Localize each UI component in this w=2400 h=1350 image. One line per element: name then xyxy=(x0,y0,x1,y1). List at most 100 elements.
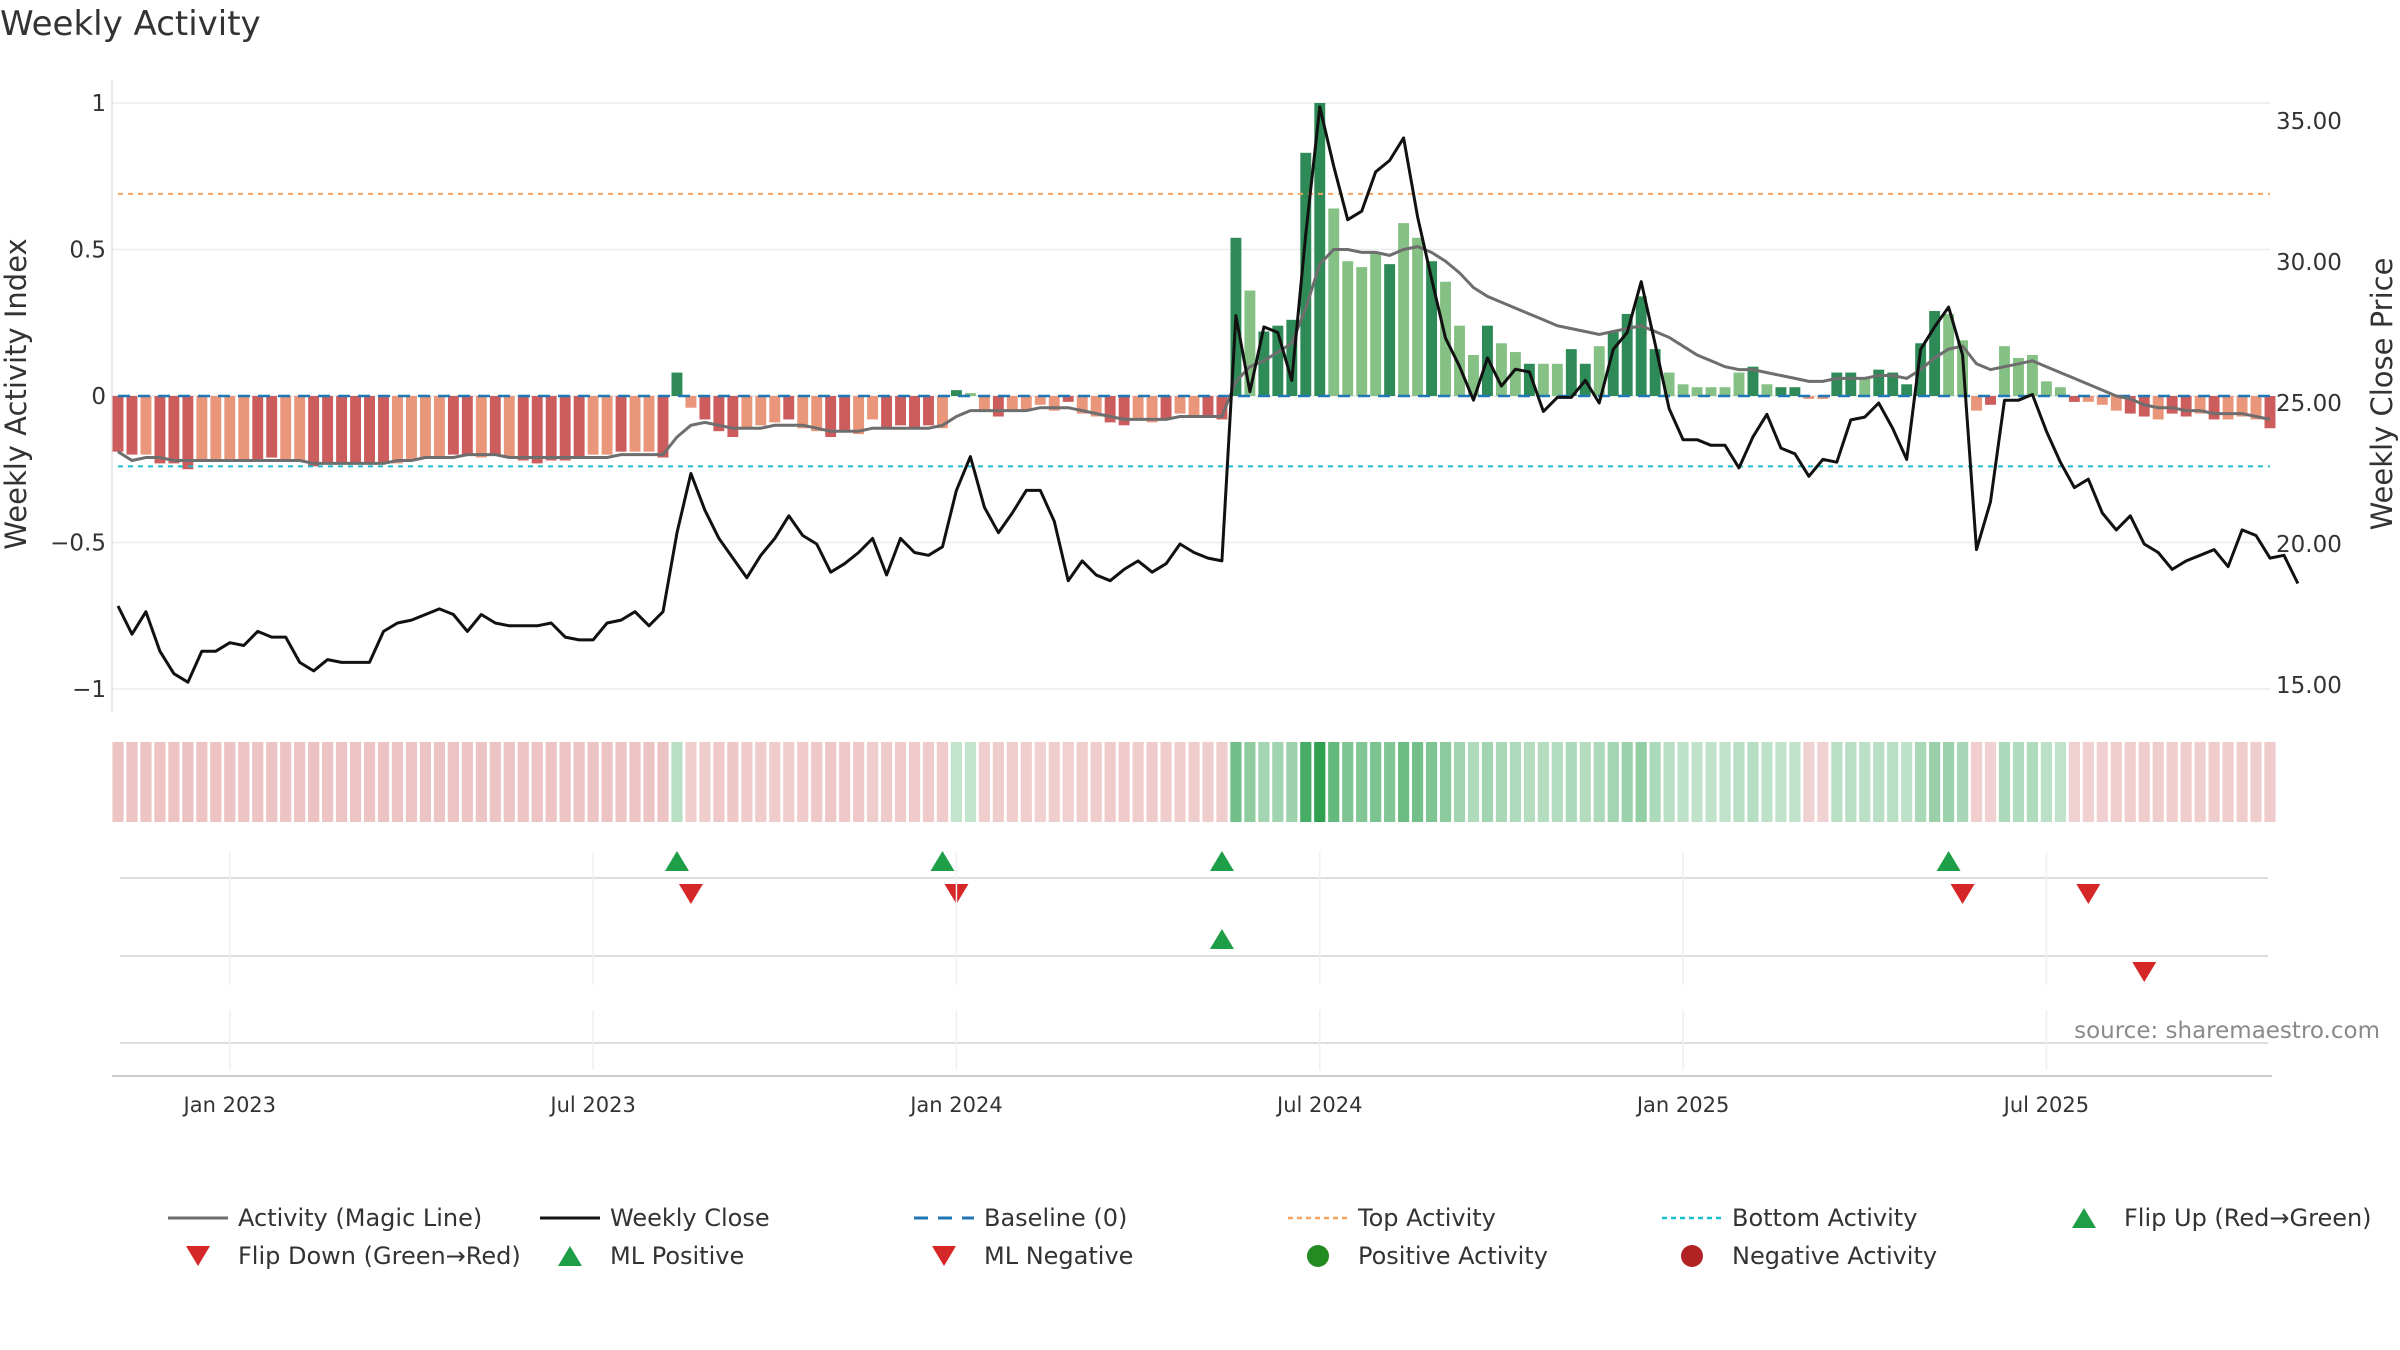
legend-label: Bottom Activity xyxy=(1732,1204,1918,1232)
strip-cell xyxy=(1160,742,1172,822)
activity-bar xyxy=(1258,331,1270,396)
flip_up-legend-icon xyxy=(2072,1208,2096,1228)
activity-bar xyxy=(322,396,334,464)
activity-bar xyxy=(1817,396,1829,399)
strip-cell xyxy=(2264,742,2276,822)
activity-bar xyxy=(1412,237,1424,396)
strip-cell xyxy=(308,742,320,822)
strip-cell xyxy=(1509,742,1521,822)
strip-cell xyxy=(880,742,893,822)
activity-bar xyxy=(1244,290,1256,396)
strip-cell xyxy=(1118,742,1130,822)
activity-bar xyxy=(1859,378,1871,396)
strip-cell xyxy=(349,742,362,822)
close-legend-icon xyxy=(540,1216,600,1220)
ml_pos-legend-icon xyxy=(558,1246,582,1266)
activity-bar xyxy=(573,396,585,458)
activity-bar xyxy=(615,396,627,452)
strip-cell xyxy=(992,742,1004,822)
y-tick-label: 0.5 xyxy=(69,238,106,264)
strip-cell xyxy=(1411,742,1424,822)
legend-item-flip_down: Flip Down (Green→Red) xyxy=(166,1238,521,1274)
strip-cell xyxy=(1439,742,1452,822)
pos_act-legend-icon xyxy=(1307,1245,1329,1267)
activity-bar xyxy=(1901,384,1913,396)
strip-cell xyxy=(1817,742,1829,822)
activity-bar xyxy=(1509,352,1521,396)
strip-cell xyxy=(853,742,865,822)
strip-cell xyxy=(1607,742,1619,822)
activity-bar xyxy=(112,396,124,452)
strip-cell xyxy=(573,742,585,822)
strip-cell xyxy=(1956,742,1969,822)
activity-bar xyxy=(2222,396,2234,420)
strip-cell xyxy=(601,742,613,822)
activity-bar xyxy=(685,396,697,408)
strip-cell xyxy=(2208,742,2220,822)
legend-label: Baseline (0) xyxy=(984,1204,1128,1232)
strip-cell xyxy=(433,742,445,822)
strip-cell xyxy=(1258,742,1270,822)
activity-bar xyxy=(811,396,823,432)
strip-cell xyxy=(713,742,725,822)
activity-bar xyxy=(545,396,557,461)
activity-bar xyxy=(182,396,194,470)
y-tick-label: −0.5 xyxy=(50,531,106,557)
strip-cell xyxy=(839,742,851,822)
strip-cell xyxy=(1915,742,1927,822)
strip-cell xyxy=(168,742,180,822)
activity-bar xyxy=(1649,349,1661,396)
activity-bar xyxy=(1132,396,1144,420)
activity-bar xyxy=(154,396,166,464)
strip-cell xyxy=(1300,742,1312,822)
event-markers xyxy=(112,851,2272,1077)
activity-bar xyxy=(475,396,487,458)
activity-bar xyxy=(1034,396,1046,405)
strip-cell xyxy=(1775,742,1787,822)
activity-bar xyxy=(797,396,809,429)
strip-cell xyxy=(811,742,823,822)
activity-bar xyxy=(1985,396,1996,405)
strip-cell xyxy=(1342,742,1354,822)
activity-bar xyxy=(1677,384,1689,396)
strip-cell xyxy=(922,742,935,822)
activity-bar xyxy=(531,396,543,464)
strip-cell xyxy=(1831,742,1843,822)
activity-bar xyxy=(1887,372,1899,396)
activity-bar xyxy=(1929,311,1941,396)
activity-bar xyxy=(350,396,362,464)
activity-bar xyxy=(2082,396,2094,402)
legend-item-flip_up: Flip Up (Red→Green) xyxy=(2052,1200,2372,1236)
strip-cell xyxy=(825,742,837,822)
strip-cell xyxy=(2082,742,2094,822)
strip-cell xyxy=(1048,742,1060,822)
flip-up-marker xyxy=(930,851,955,871)
strip-cell xyxy=(671,742,683,822)
activity-bar xyxy=(266,396,278,458)
strip-cell xyxy=(867,742,879,822)
strip-cell xyxy=(461,742,473,822)
activity-bar xyxy=(280,396,292,461)
strip-cell xyxy=(1314,742,1326,822)
strip-cell xyxy=(2110,742,2122,822)
strip-cell xyxy=(797,742,809,822)
strip-cell xyxy=(112,742,124,822)
activity-bar xyxy=(1090,396,1102,417)
strip-cell xyxy=(2250,742,2262,822)
activity-bar xyxy=(392,396,403,464)
strip-cell xyxy=(1873,742,1885,822)
activity-bar xyxy=(1761,384,1773,396)
activity-bar xyxy=(559,396,571,461)
activity-bar xyxy=(1523,363,1535,396)
strip-cell xyxy=(1425,742,1438,822)
strip-cell xyxy=(2194,742,2206,822)
activity-bar xyxy=(2166,396,2178,414)
activity-bar xyxy=(964,393,976,396)
strip-cell xyxy=(1649,742,1661,822)
activity-bar xyxy=(587,396,599,455)
ml_neg-legend-icon xyxy=(932,1246,956,1266)
strip-cell xyxy=(475,742,487,822)
weekly-close-line xyxy=(116,105,2300,684)
activity-bar xyxy=(1789,387,1801,396)
strip-cell xyxy=(1901,742,1913,822)
